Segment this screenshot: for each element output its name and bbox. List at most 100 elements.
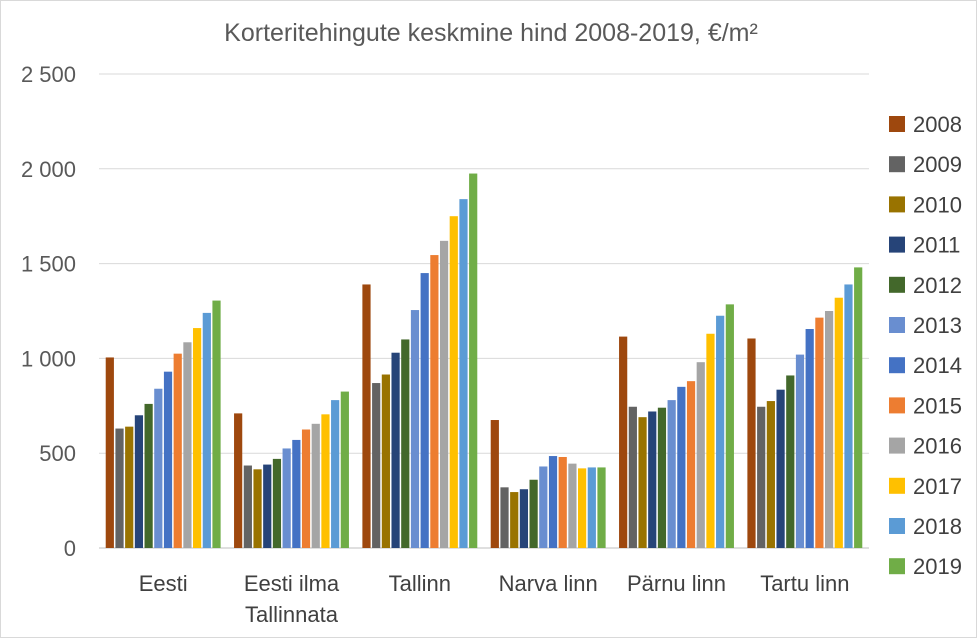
legend-label: 2014 bbox=[913, 353, 962, 378]
x-category-label: Tallinnata bbox=[245, 602, 339, 627]
bar-2010 bbox=[510, 492, 519, 548]
bar-2016 bbox=[183, 342, 192, 548]
legend-swatch bbox=[889, 196, 905, 213]
bar-2018 bbox=[716, 315, 725, 548]
bar-2009 bbox=[243, 465, 252, 548]
bar-2010 bbox=[638, 417, 647, 548]
bar-2010 bbox=[125, 426, 134, 548]
bar-2019 bbox=[854, 267, 863, 548]
bar-2017 bbox=[193, 328, 202, 548]
x-category-label: Pärnu linn bbox=[627, 571, 726, 596]
legend-label: 2017 bbox=[913, 474, 962, 499]
bar-2009 bbox=[372, 383, 381, 548]
legend-label: 2015 bbox=[913, 393, 962, 418]
bar-2011 bbox=[519, 489, 529, 548]
bar-2016 bbox=[439, 240, 449, 548]
legend-swatch bbox=[889, 236, 905, 253]
gridlines bbox=[99, 73, 869, 549]
bar-2011 bbox=[134, 415, 144, 548]
bar-2008 bbox=[234, 413, 243, 548]
bar-2009 bbox=[115, 428, 124, 548]
y-tick-label: 0 bbox=[64, 536, 76, 561]
bar-2017 bbox=[578, 468, 587, 548]
legend-swatch bbox=[889, 397, 905, 414]
bar-2011 bbox=[263, 464, 272, 548]
bar-2012 bbox=[657, 407, 667, 548]
legend-swatch bbox=[889, 116, 905, 132]
y-tick-label: 2 000 bbox=[21, 157, 76, 182]
bar-2012 bbox=[401, 339, 410, 548]
bar-2016 bbox=[568, 463, 577, 548]
bar-2011 bbox=[648, 411, 657, 548]
legend-label: 2018 bbox=[913, 514, 962, 539]
bar-2019 bbox=[212, 300, 221, 548]
bar-2017 bbox=[449, 216, 458, 548]
x-category-label: Tallinn bbox=[389, 571, 451, 596]
bar-2018 bbox=[844, 284, 853, 548]
legend-swatch bbox=[889, 558, 905, 575]
x-category-label: Eesti ilma bbox=[244, 571, 340, 596]
bar-2014 bbox=[292, 439, 301, 548]
x-category-label: Tartu linn bbox=[760, 571, 849, 596]
legend-swatch bbox=[889, 317, 905, 333]
bar-2018 bbox=[587, 467, 596, 548]
bars bbox=[105, 173, 863, 549]
bar-2015 bbox=[815, 317, 824, 548]
bar-2018 bbox=[331, 400, 340, 548]
legend-label: 2009 bbox=[913, 152, 962, 177]
bar-2013 bbox=[539, 466, 548, 548]
bar-2010 bbox=[381, 374, 390, 548]
x-category-label: Narva linn bbox=[499, 571, 598, 596]
legend-swatch bbox=[889, 276, 905, 293]
bar-2014 bbox=[548, 456, 558, 548]
bar-2018 bbox=[202, 312, 211, 548]
bar-2009 bbox=[500, 487, 509, 548]
bar-2019 bbox=[597, 467, 606, 548]
bar-2017 bbox=[706, 333, 715, 548]
bar-2008 bbox=[747, 338, 756, 548]
chart-title: Korteritehingute keskmine hind 2008-2019… bbox=[224, 19, 758, 47]
legend-swatch bbox=[889, 437, 905, 454]
legend-label: 2011 bbox=[913, 233, 960, 258]
legend-label: 2010 bbox=[913, 192, 962, 217]
bar-2011 bbox=[391, 352, 400, 548]
legend-swatch bbox=[889, 156, 905, 173]
bar-2019 bbox=[469, 173, 478, 549]
bar-2010 bbox=[253, 469, 262, 548]
legend-label: 2016 bbox=[913, 434, 962, 459]
legend-swatch bbox=[889, 518, 905, 534]
bar-2014 bbox=[163, 371, 173, 548]
bar-2019 bbox=[340, 391, 349, 548]
bar-2013 bbox=[795, 354, 805, 548]
x-category-label: Eesti bbox=[139, 571, 188, 596]
bar-2011 bbox=[776, 389, 785, 548]
bar-2012 bbox=[272, 458, 282, 548]
y-axis-tick-labels: 0 500 1 000 1 500 2 000 2 500 bbox=[21, 62, 76, 561]
bar-2019 bbox=[725, 304, 734, 548]
bar-2012 bbox=[144, 403, 153, 548]
bar-2014 bbox=[677, 386, 686, 548]
legend-label: 2019 bbox=[913, 554, 962, 579]
bar-2018 bbox=[459, 199, 468, 549]
bar-2015 bbox=[173, 353, 182, 548]
bar-2012 bbox=[786, 375, 795, 548]
bar-2009 bbox=[757, 406, 766, 548]
bar-2016 bbox=[311, 423, 320, 548]
bar-2016 bbox=[696, 362, 705, 548]
y-tick-label: 2 500 bbox=[21, 62, 76, 87]
bar-2013 bbox=[410, 310, 420, 548]
legend-label: 2012 bbox=[913, 273, 962, 298]
bar-2014 bbox=[805, 329, 814, 548]
y-tick-label: 500 bbox=[39, 441, 76, 466]
bar-2010 bbox=[766, 401, 775, 548]
bar-2016 bbox=[824, 311, 834, 548]
bar-2017 bbox=[321, 414, 330, 548]
bar-2015 bbox=[558, 456, 567, 548]
legend: 2008 2009 2010 2011 2012 2013 2014 2015 2016 2017… bbox=[889, 112, 962, 579]
bar-2008 bbox=[105, 357, 114, 548]
bar-2014 bbox=[420, 273, 429, 548]
x-axis-category-labels: Eesti Eesti ilma Tallinnata Tallinn Narva li… bbox=[139, 571, 850, 627]
bar-2009 bbox=[628, 406, 637, 548]
